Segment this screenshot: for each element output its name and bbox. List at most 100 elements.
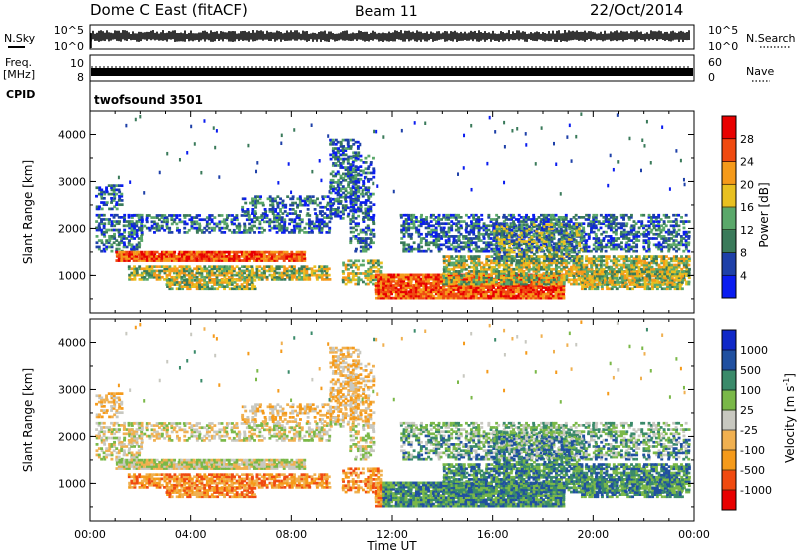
power-echo-cell [469, 286, 473, 289]
power-echo-cell [293, 273, 297, 277]
power-echo-cell [462, 237, 466, 240]
power-echo-cell [172, 254, 176, 258]
power-echo-cell [120, 232, 124, 236]
power-echo-cell [437, 296, 441, 300]
power-echo-cell [232, 259, 236, 262]
power-echo-cell [356, 157, 360, 161]
power-echo-cell [490, 281, 493, 285]
power-echo-cell [123, 250, 127, 254]
power-echo-cell [357, 272, 361, 275]
power-echo-cell [367, 180, 371, 183]
power-echo-cell [349, 147, 353, 150]
power-echo-cell [298, 269, 302, 273]
power-echo-cell [255, 259, 259, 262]
power-echo-cell [187, 228, 191, 232]
power-echo-cell [295, 275, 299, 279]
power-echo-cell [198, 222, 201, 226]
power-echo-cell [130, 243, 134, 247]
power-echo-cell [187, 269, 191, 273]
power-echo-cell [233, 281, 237, 284]
power-echo-cell [230, 283, 234, 286]
power-echo-cell [288, 212, 292, 215]
power-echo-cell [329, 180, 333, 184]
power-echo-cell [397, 288, 401, 292]
power-echo-cell [295, 226, 299, 230]
power-echo-cell [210, 285, 214, 288]
power-echo-cell [217, 214, 221, 217]
power-echo-cell [268, 220, 272, 224]
power-echo-cell [321, 278, 324, 281]
power-echo-cell [449, 215, 453, 219]
power-echo-cell [331, 212, 335, 216]
power-echo-cell [439, 296, 443, 300]
power-echo-cell [509, 213, 513, 217]
power-echo-cell [422, 288, 426, 292]
power-echo-cell [544, 286, 548, 289]
power-echo-cell [679, 220, 683, 223]
power-echo-cell [517, 220, 521, 223]
power-echo-cell [98, 213, 102, 217]
power-echo-cell [173, 281, 177, 284]
power-echo-cell [364, 243, 368, 247]
power-echo-cell [227, 214, 231, 217]
power-echo-cell [300, 269, 304, 273]
power-echo-cell [115, 213, 119, 217]
power-echo-cell [509, 286, 513, 289]
power-echo-cell [313, 208, 317, 211]
power-echo-cell [421, 294, 425, 298]
power-echo-cell [407, 290, 411, 294]
power-echo-cell [359, 154, 363, 158]
power-echo-cell [122, 235, 126, 238]
power-echo-cell [532, 292, 536, 296]
power-echo-cell [364, 156, 368, 160]
power-echo-cell [175, 269, 179, 273]
power-echo-cell [262, 252, 266, 256]
power-echo-cell [535, 290, 539, 294]
power-echo-cell [417, 296, 421, 300]
power-echo-cell [424, 226, 428, 230]
power-echo-cell [479, 294, 483, 298]
power-echo-cell [329, 187, 333, 191]
power-echo-cell [100, 232, 104, 236]
power-echo-cell [173, 283, 177, 286]
power-echo-cell [268, 208, 272, 211]
power-echo-cell [155, 254, 159, 258]
power-echo-cell [432, 284, 435, 287]
power-echo-cell [300, 271, 304, 275]
power-echo-cell [524, 215, 528, 219]
power-echo-cell [439, 279, 443, 283]
power-echo-cell [123, 243, 127, 247]
power-echo-cell [283, 252, 287, 256]
power-echo-cell [185, 269, 189, 273]
power-echo-cell [409, 290, 413, 294]
power-echo-cell [97, 239, 101, 242]
power-echo-cell [228, 228, 232, 232]
power-echo-cell [310, 228, 314, 232]
power-echo-cell [235, 278, 239, 282]
power-echo-cell [657, 213, 661, 217]
power-echo-cell [251, 203, 255, 207]
power-echo-cell [352, 151, 356, 155]
power-echo-cell [382, 288, 386, 292]
power-echo-cell [447, 267, 451, 271]
power-echo-cell [339, 193, 343, 197]
power-echo-cell [367, 226, 371, 230]
power-echo-cell [203, 283, 207, 286]
power-echo-cell [455, 224, 459, 228]
power-echo-cell [369, 272, 373, 275]
power-echo-cell [112, 188, 116, 192]
power-echo-cell [461, 275, 465, 279]
power-echo-cell [364, 167, 368, 171]
power-echo-cell [243, 228, 246, 232]
power-echo-cell [258, 226, 262, 230]
power-echo-cell [402, 220, 406, 223]
power-echo-cell [630, 245, 634, 249]
power-echo-cell [269, 197, 272, 201]
power-echo-cell [472, 228, 476, 232]
power-echo-cell [145, 269, 149, 273]
power-echo-cell [452, 213, 456, 217]
power-echo-cell [143, 269, 147, 273]
power-echo-cell [143, 259, 146, 262]
power-echo-cell [168, 269, 172, 273]
power-echo-cell [547, 294, 551, 298]
